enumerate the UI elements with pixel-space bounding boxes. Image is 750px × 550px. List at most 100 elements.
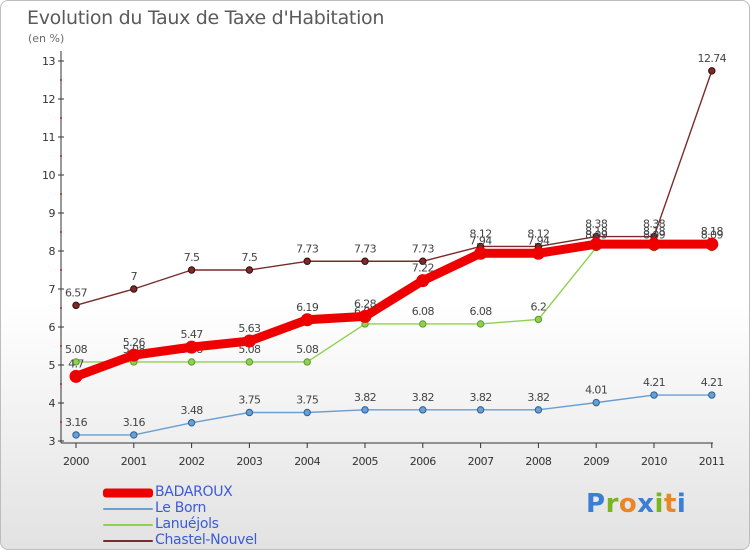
data-label: 3.82	[412, 391, 434, 404]
data-point	[419, 320, 427, 328]
data-point	[300, 313, 314, 327]
y-tick-label: 10	[42, 169, 55, 182]
data-point	[303, 257, 311, 265]
logo-letter: x	[637, 489, 655, 519]
y-tick-label: 12	[42, 93, 55, 106]
data-label: 6.08	[470, 305, 493, 318]
logo-letter: i	[654, 489, 664, 519]
data-point	[592, 398, 600, 407]
series-le-born: 3.16 3.16 3.48 3.75 3.75 3.82 3.82 3.82 3.82 4.01…	[65, 376, 723, 439]
data-label: 4.21	[643, 376, 665, 389]
data-label: 3.16	[123, 416, 146, 429]
data-point	[419, 257, 427, 265]
data-label: 3.82	[527, 391, 549, 404]
data-label: 3.16	[65, 416, 88, 429]
x-tick-label: 2003	[236, 455, 262, 468]
y-tick-label: 4	[49, 397, 56, 410]
y-tick-label: 5	[49, 359, 56, 372]
data-label: 8.18	[643, 225, 666, 238]
data-point	[534, 315, 543, 324]
x-tick-label: 2011	[699, 455, 725, 468]
data-label: 4.7	[68, 357, 84, 370]
data-point	[419, 406, 427, 414]
data-point	[242, 334, 256, 348]
data-point	[245, 408, 254, 417]
x-tick-label: 2008	[525, 455, 551, 468]
y-tick-label: 13	[42, 55, 55, 68]
data-point	[708, 67, 716, 75]
data-point	[245, 266, 254, 274]
data-label: 7.73	[412, 242, 435, 255]
logo-letter: P	[586, 489, 606, 519]
data-label: 6.28	[354, 297, 377, 310]
data-label: 7.73	[296, 242, 319, 255]
data-point	[531, 246, 545, 260]
data-label: 5.26	[123, 336, 146, 349]
y-tick-label: 11	[42, 131, 55, 144]
data-point	[303, 358, 311, 366]
x-tick-label: 2002	[179, 455, 205, 468]
data-label: 7.5	[184, 251, 200, 264]
data-point	[476, 320, 485, 328]
y-unit-label: (en %)	[28, 32, 65, 45]
logo-letter: t	[663, 489, 677, 519]
data-point	[361, 257, 369, 265]
data-point	[127, 348, 141, 362]
data-label: 7.94	[470, 234, 493, 247]
data-point	[187, 419, 196, 427]
x-tick-label: 2007	[468, 455, 494, 468]
logo-letter: o	[618, 489, 638, 519]
legend-swatch	[103, 524, 153, 526]
x-tick-label: 2005	[352, 455, 378, 468]
data-label: 6.19	[296, 301, 319, 314]
data-point	[474, 246, 488, 260]
data-label: 6.2	[531, 300, 547, 313]
data-label: 4.21	[701, 376, 723, 389]
x-tick-label: 2000	[63, 455, 89, 468]
data-label: 7.5	[242, 251, 258, 264]
data-point	[185, 340, 199, 354]
y-tick-label: 7	[49, 283, 56, 296]
data-point	[187, 358, 196, 366]
y-tick-label: 9	[49, 207, 56, 220]
data-point	[534, 406, 543, 414]
series-line-le-born	[75, 394, 713, 436]
data-label: 5.08	[296, 343, 319, 356]
legend-label: BADAROUX	[155, 484, 233, 500]
data-label: 8.09	[643, 229, 666, 242]
data-label: 8.12	[470, 227, 492, 240]
legend-swatch	[103, 488, 153, 498]
x-tick-label: 2010	[641, 455, 667, 468]
data-point	[187, 266, 196, 274]
logo-letter: r	[605, 489, 619, 519]
data-label: 6.08	[412, 305, 435, 318]
legend-label: Le Born	[155, 500, 207, 516]
data-point	[245, 358, 254, 366]
data-label: 8.18	[701, 225, 724, 238]
logo-letter: i	[676, 489, 687, 519]
data-label: 8.38	[643, 218, 666, 231]
data-label: 8.09	[701, 229, 724, 242]
series-line-chastel-nouvel	[75, 70, 713, 307]
series-line-badaroux	[71, 239, 717, 381]
chart-title: Evolution du Taux de Taxe d'Habitation	[27, 7, 385, 29]
data-point	[358, 309, 372, 323]
data-label: 3.75	[296, 394, 319, 407]
data-label: 3.48	[181, 404, 204, 417]
data-label: 7.22	[412, 262, 434, 275]
data-label: 7.73	[354, 242, 377, 255]
data-point	[130, 285, 138, 293]
legend-label: Lanuéjols	[155, 516, 219, 532]
data-label: 4.01	[585, 384, 607, 397]
x-tick-label: 2006	[410, 455, 436, 468]
series-line-lanuejols	[75, 246, 713, 363]
series-chastel-nouvel: 6.57 7 7.5 7.5 7.73 7.73 7.73 8.12 8.12 8.38 8.38 1…	[65, 52, 727, 310]
data-label: 3.75	[238, 394, 261, 407]
data-point	[589, 237, 603, 251]
x-tick-label: 2004	[294, 455, 320, 468]
data-point	[130, 431, 138, 439]
data-point	[69, 369, 83, 383]
data-label: 5.08	[238, 343, 261, 356]
data-label: 3.82	[354, 391, 376, 404]
data-point	[705, 237, 719, 251]
